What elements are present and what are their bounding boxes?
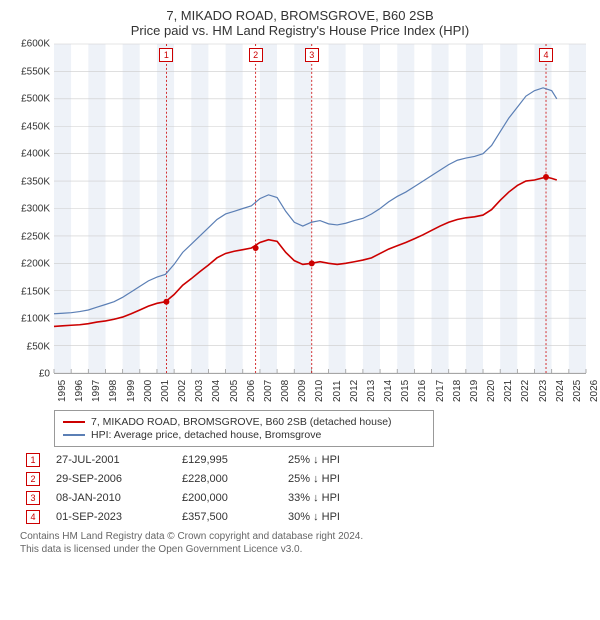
sale-price: £357,500 (182, 511, 272, 523)
y-tick-label: £250K (21, 231, 50, 242)
footer-line1: Contains HM Land Registry data © Crown c… (20, 530, 590, 543)
sale-price: £129,995 (182, 454, 272, 466)
sale-row: 2 29-SEP-2006 £228,000 25% ↓ HPI (26, 472, 590, 486)
y-tick-label: £50K (27, 341, 50, 352)
x-tick-label: 2014 (383, 380, 394, 402)
x-tick-label: 2018 (452, 380, 463, 402)
y-tick-label: £100K (21, 314, 50, 325)
sale-diff: 25% ↓ HPI (288, 454, 378, 466)
y-tick-label: £150K (21, 286, 50, 297)
legend-swatch (63, 421, 85, 423)
y-tick-label: £500K (21, 94, 50, 105)
legend-label: HPI: Average price, detached house, Brom… (91, 429, 321, 441)
x-tick-label: 2022 (520, 380, 531, 402)
x-tick-label: 2001 (160, 380, 171, 402)
chart-area: £0 £50K £100K £150K £200K £250K £300K £350K £400… (10, 44, 590, 404)
sale-date: 29-SEP-2006 (56, 473, 166, 485)
y-tick-label: £400K (21, 149, 50, 160)
x-tick-label: 2020 (486, 380, 497, 402)
x-tick-label: 2008 (280, 380, 291, 402)
y-tick-label: £300K (21, 204, 50, 215)
legend-label: 7, MIKADO ROAD, BROMSGROVE, B60 2SB (det… (91, 416, 392, 428)
x-tick-label: 2026 (589, 380, 600, 402)
event-marker: 4 (539, 48, 553, 62)
x-tick-label: 2002 (177, 380, 188, 402)
plot-svg (54, 44, 586, 373)
legend-item: 7, MIKADO ROAD, BROMSGROVE, B60 2SB (det… (63, 416, 425, 428)
sale-price: £200,000 (182, 492, 272, 504)
x-tick-label: 2000 (143, 380, 154, 402)
legend: 7, MIKADO ROAD, BROMSGROVE, B60 2SB (det… (54, 410, 434, 447)
sale-marker: 1 (26, 453, 40, 467)
x-axis: 1995 1996 1997 1998 1999 2000 2001 2002 2003 2004… (54, 374, 586, 404)
x-tick-label: 2009 (297, 380, 308, 402)
sale-diff: 33% ↓ HPI (288, 492, 378, 504)
footer: Contains HM Land Registry data © Crown c… (20, 530, 590, 556)
y-tick-label: £200K (21, 259, 50, 270)
x-tick-label: 2015 (400, 380, 411, 402)
x-tick-label: 2004 (211, 380, 222, 402)
sale-date: 27-JUL-2001 (56, 454, 166, 466)
figure-root: 7, MIKADO ROAD, BROMSGROVE, B60 2SB Pric… (0, 0, 600, 562)
y-tick-label: £0 (39, 369, 50, 380)
event-marker: 3 (305, 48, 319, 62)
x-tick-label: 1999 (126, 380, 137, 402)
x-tick-label: 2025 (572, 380, 583, 402)
sale-date: 01-SEP-2023 (56, 511, 166, 523)
x-tick-label: 2021 (503, 380, 514, 402)
x-tick-label: 2003 (194, 380, 205, 402)
footer-line2: This data is licensed under the Open Gov… (20, 543, 590, 556)
x-tick-label: 2007 (263, 380, 274, 402)
x-tick-label: 2013 (366, 380, 377, 402)
sale-price: £228,000 (182, 473, 272, 485)
x-tick-label: 1997 (91, 380, 102, 402)
x-tick-label: 2016 (417, 380, 428, 402)
plot-area: 1 2 3 4 (54, 44, 586, 374)
y-tick-label: £550K (21, 66, 50, 77)
sales-table: 1 27-JUL-2001 £129,995 25% ↓ HPI 2 29-SEP-200… (26, 453, 590, 524)
sale-marker: 2 (26, 472, 40, 486)
x-tick-label: 2023 (538, 380, 549, 402)
x-tick-label: 2005 (229, 380, 240, 402)
x-tick-label: 2019 (469, 380, 480, 402)
y-tick-label: £600K (21, 39, 50, 50)
y-axis: £0£50K£100K£150K£200K£250K£300K£350K£400… (10, 44, 54, 374)
x-tick-label: 2011 (332, 380, 343, 402)
y-tick-label: £450K (21, 121, 50, 132)
x-tick-label: 1998 (108, 380, 119, 402)
x-tick-label: 1995 (57, 380, 68, 402)
sale-row: 1 27-JUL-2001 £129,995 25% ↓ HPI (26, 453, 590, 467)
title-address: 7, MIKADO ROAD, BROMSGROVE, B60 2SB (10, 8, 590, 23)
sale-diff: 25% ↓ HPI (288, 473, 378, 485)
x-tick-label: 2012 (349, 380, 360, 402)
event-marker: 2 (249, 48, 263, 62)
sale-date: 08-JAN-2010 (56, 492, 166, 504)
sale-diff: 30% ↓ HPI (288, 511, 378, 523)
legend-item: HPI: Average price, detached house, Brom… (63, 429, 425, 441)
sale-row: 3 08-JAN-2010 £200,000 33% ↓ HPI (26, 491, 590, 505)
legend-swatch (63, 434, 85, 436)
x-tick-label: 2017 (435, 380, 446, 402)
x-tick-label: 1996 (74, 380, 85, 402)
x-tick-label: 2024 (555, 380, 566, 402)
x-tick-label: 2010 (314, 380, 325, 402)
sale-row: 4 01-SEP-2023 £357,500 30% ↓ HPI (26, 510, 590, 524)
y-tick-label: £350K (21, 176, 50, 187)
x-tick-label: 2006 (246, 380, 257, 402)
sale-marker: 3 (26, 491, 40, 505)
sale-marker: 4 (26, 510, 40, 524)
title-subtitle: Price paid vs. HM Land Registry's House … (10, 23, 590, 38)
event-marker: 1 (159, 48, 173, 62)
